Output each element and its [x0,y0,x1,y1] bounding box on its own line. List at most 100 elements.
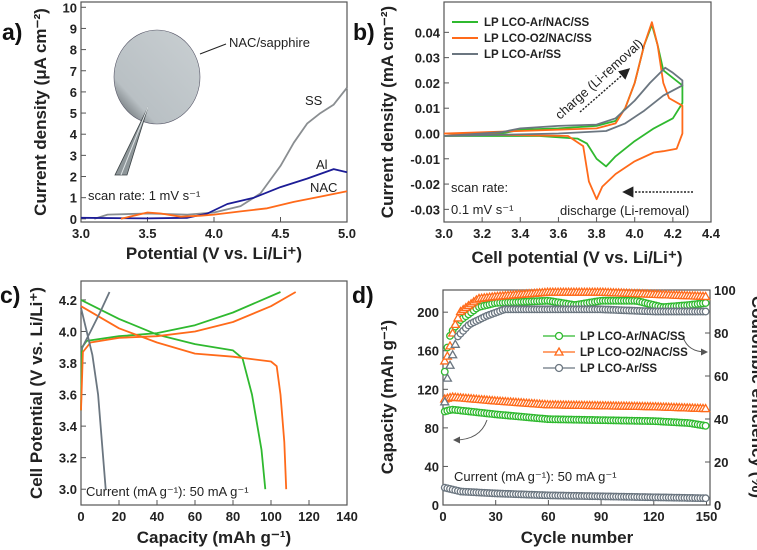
charge-label: charge (Li-removal) [552,36,646,123]
legend-label: LP LCO-Ar/NAC/SS [580,331,686,343]
x-tick-label: 80 [226,509,240,524]
x-axis-title: Cell potential (V vs. Li/Li⁺) [471,248,682,267]
x-tick-label: 3.4 [511,226,530,241]
y2-tick-label: 40 [714,412,728,427]
x-tick-label: 3.0 [435,226,453,241]
x-axis-title: Cycle number [521,528,634,547]
y-tick-label: 0.02 [415,76,440,91]
y-tick-label: 2 [70,170,77,185]
x-tick-label: 0 [77,509,84,524]
y2-tick-label: 60 [714,369,728,384]
y-tick-label: 0.03 [415,51,440,66]
panel-label: c) [0,282,20,308]
series-line-ss [94,87,348,220]
y-tick-label: 7 [70,64,77,79]
x-tick-label: 3.0 [72,226,90,241]
legend-label: LP LCO-Ar/SS [580,363,657,375]
x-tick-label: 120 [643,509,665,524]
nac-sapphire-disc-illustration [113,29,227,176]
x-tick-label: 4.2 [664,226,682,241]
y-tick-label: 10 [63,0,77,15]
series-label: Al [316,157,328,172]
y-tick-label: 0 [432,498,439,513]
series-label: SS [305,93,323,108]
x-tick-label: 0 [439,509,446,524]
plot-frame [80,280,348,506]
x-tick-label: 40 [150,509,164,524]
x-tick-label: 3.8 [588,226,606,241]
efficiency-point-lp-lco-o2-nac-ss [452,312,464,322]
x-tick-label: 120 [298,509,320,524]
efficiency-point-lp-lco-o2-nac-ss [450,319,461,329]
efficiency-point-lp-lco-ar-nac-ss [701,299,710,307]
current-label: Current (mA g⁻¹): 50 mA g⁻¹ [454,469,617,484]
y-tick-label: 80 [425,421,439,436]
x-tick-label: 60 [541,509,555,524]
y-tick-label: 3.2 [59,451,77,466]
legend-label: LP LCO-Ar/SS [484,49,561,61]
y-axis-title: Capacity (mAh g⁻¹) [378,320,397,474]
series-line-4 [80,291,111,351]
x-tick-label: 3.6 [549,226,567,241]
y-tick-label: 3.0 [59,482,77,497]
efficiency-point-lp-lco-ar-ss [447,349,458,359]
series-line-lp-lco-ar-nac-ss [443,23,684,168]
scan-rate-label: scan rate: [451,180,508,195]
capacity-point-lp-lco-ar-nac-ss [701,421,710,430]
y-tick-label: 0 [70,212,77,227]
efficiency-axis-arrow [682,336,708,356]
y-tick-label: 3.6 [59,388,77,403]
y2-tick-label: 20 [714,455,728,470]
y-tick-label: 4.0 [59,324,77,339]
y-tick-label: 1 [70,191,77,206]
y-tick-label: -0.02 [410,177,440,192]
y-tick-label: 0.00 [415,126,440,141]
efficiency-point-lp-lco-ar-ss [444,359,456,369]
y-tick-label: 3.4 [59,419,78,434]
series-line-5 [80,307,107,490]
y2-axis-title: Coulombic efficiency (%) [748,296,757,498]
efficiency-point-lp-lco-o2-nac-ss [439,355,450,365]
panel-label: a) [2,19,22,45]
panel-label: b) [353,19,375,45]
y-tick-label: 40 [425,459,439,474]
plot-frame [443,1,712,223]
series-line-lp-lco-ar-ss [443,66,684,137]
x-tick-label: 4.5 [271,226,289,241]
efficiency-point-lp-lco-ar-ss [442,372,453,382]
x-tick-label: 140 [336,509,358,524]
y-tick-label: 160 [417,344,439,359]
current-label: Current (mA g⁻¹): 50 mA g⁻¹ [86,484,249,499]
x-tick-label: 3.5 [138,226,156,241]
y-axis-title: Current density (μA cm⁻²) [31,8,50,216]
x-axis-title: Capacity (mAh g⁻¹) [137,528,291,547]
x-tick-label: 30 [488,509,502,524]
y-tick-label: 9 [70,21,77,36]
capacity-point-lp-lco-ar-ss [701,494,710,503]
y-axis-title: Current density (mA cm⁻²) [378,6,397,218]
efficiency-point-lp-lco-ar-ss [450,338,461,348]
series-label: NAC [310,180,337,195]
legend-label: LP LCO-O2/NAC/SS [580,347,688,359]
y-axis-title: Cell Potential (V vs. Li/Li⁺) [27,287,46,499]
legend-marker [554,331,564,341]
inset-label: NAC/sapphire [229,35,310,50]
capacity-axis-arrow [453,419,488,444]
series-line-al [80,168,348,220]
efficiency-point-lp-lco-ar-ss [439,396,450,406]
x-tick-label: 20 [112,509,126,524]
capacity-point-lp-lco-o2-nac-ss [700,403,711,413]
y-tick-label: -0.03 [410,202,440,217]
x-tick-label: 5.0 [338,226,356,241]
legend-label: LP LCO-O2/NAC/SS [484,33,592,45]
x-tick-label: 90 [594,509,608,524]
x-tick-label: 100 [260,509,282,524]
y2-tick-label: 100 [714,283,736,298]
y-tick-label: 0.01 [415,101,440,116]
x-tick-label: 60 [188,509,202,524]
panel-label: d) [352,282,374,308]
y-tick-label: 200 [417,305,439,320]
discharge-label: discharge (Li-removal) [560,203,689,218]
efficiency-point-lp-lco-ar-nac-ss [440,367,449,376]
